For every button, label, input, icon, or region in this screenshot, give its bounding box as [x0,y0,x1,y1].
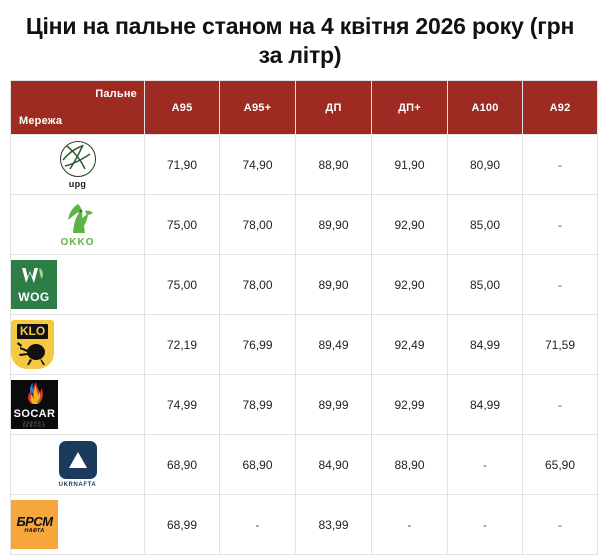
socar-logo-text: SOCAR [13,407,56,420]
cell-dpplus: 92,90 [371,194,448,256]
cell-dp: 89,99 [295,374,372,436]
cell-a100: 84,99 [447,314,523,376]
brand-cell-upg: upg [10,134,145,196]
okko-logo-text: OKKO [60,236,95,248]
table-row: БРСМ НАФТА 68,99 - 83,99 - - - [10,494,598,556]
header-network-label: Мережа [19,115,63,128]
cell-a100: - [447,434,523,496]
cell-a95plus: - [219,494,296,556]
column-header-dpplus: ДП+ [371,80,448,136]
griffin-icon [60,202,96,236]
cell-dp: 83,99 [295,494,372,556]
cell-a95: 68,90 [144,434,220,496]
cell-a95: 75,00 [144,194,220,256]
cell-a95plus: 68,90 [219,434,296,496]
okko-logo: OKKO [60,202,96,248]
klo-logo: KLO [11,320,54,370]
cell-dp: 84,90 [295,434,372,496]
socar-logo-subtitle: ENERGY SERVICE [22,420,47,429]
triangle-icon [58,441,97,480]
cell-dpplus: 88,90 [371,434,448,496]
cell-a95: 71,90 [144,134,220,196]
cell-dpplus: 92,90 [371,254,448,316]
fuel-price-table: Пальне Мережа A95 A95+ ДП ДП+ A100 A92 [10,80,598,556]
wog-w-icon [21,267,47,289]
table-header: Пальне Мережа A95 A95+ ДП ДП+ A100 A92 [10,80,598,136]
upg-logo-text: upg [68,178,87,189]
column-header-dp: ДП [295,80,372,136]
wog-logo-text: WOG [18,289,50,304]
cell-a92: - [522,494,598,556]
page-title: Ціни на пальне станом на 4 квітня 2026 р… [25,13,575,69]
brand-cell-klo: KLO [10,314,145,376]
table-row: OKKO 75,00 78,00 89,90 92,90 85,00 - [10,194,598,256]
column-header-a100: A100 [447,80,523,136]
cell-a95plus: 74,90 [219,134,296,196]
table-row: KLO [10,314,598,376]
ukrnafta-logo-text: UKRNAFTA [58,482,97,489]
upg-circle-icon [59,140,96,177]
cell-a100: 85,00 [447,254,523,316]
cell-a92: - [522,194,598,256]
cell-a92: - [522,134,598,196]
cell-a95: 75,00 [144,254,220,316]
cell-a92: - [522,374,598,436]
flame-icon [24,381,46,407]
brand-cell-socar: SOCAR ENERGY SERVICE [10,374,145,436]
cell-dpplus: - [371,494,448,556]
table-body: upg 71,90 74,90 88,90 91,90 80,90 - [10,134,598,556]
cell-dpplus: 92,49 [371,314,448,376]
brand-cell-ukrnafta: UKRNAFTA [10,434,145,496]
column-header-a95plus: A95+ [219,80,296,136]
cell-dp: 89,90 [295,254,372,316]
header-fuel-label: Пальне [95,88,137,101]
table-container: Пальне Мережа A95 A95+ ДП ДП+ A100 A92 [0,80,600,556]
cell-dp: 89,90 [295,194,372,256]
header-row: Пальне Мережа A95 A95+ ДП ДП+ A100 A92 [10,80,598,136]
column-header-a95: A95 [144,80,220,136]
klo-logo-text: KLO [19,324,46,339]
cell-a100: 84,99 [447,374,523,436]
table-row: WOG 75,00 78,00 89,90 92,90 85,00 - [10,254,598,316]
cell-dp: 89,49 [295,314,372,376]
brand-cell-okko: OKKO [10,194,145,256]
ukrnafta-logo: UKRNAFTA [58,441,97,489]
brand-cell-brsm: БРСМ НАФТА [10,494,145,556]
klo-wordmark-bar: KLO [16,324,49,340]
cell-a95: 68,99 [144,494,220,556]
cell-a100: 85,00 [447,194,523,256]
cell-a92: - [522,254,598,316]
socar-logo: SOCAR ENERGY SERVICE [11,380,58,430]
cell-a95plus: 78,00 [219,194,296,256]
cell-a95plus: 76,99 [219,314,296,376]
klo-beetle-icon [16,340,50,368]
cell-a95: 74,99 [144,374,220,436]
cell-dp: 88,90 [295,134,372,196]
cell-a95plus: 78,99 [219,374,296,436]
header-corner-cell: Пальне Мережа [10,80,145,136]
brsm-logo-text: БРСМ [16,514,53,530]
cell-a92: 71,59 [522,314,598,376]
cell-dpplus: 91,90 [371,134,448,196]
cell-a95: 72,19 [144,314,220,376]
brsm-logo: БРСМ НАФТА [11,500,58,550]
cell-a92: 65,90 [522,434,598,496]
table-row: UKRNAFTA 68,90 68,90 84,90 88,90 - 65,90 [10,434,598,496]
upg-logo: upg [59,140,96,189]
cell-a100: 80,90 [447,134,523,196]
wog-logo: WOG [11,260,57,310]
brsm-logo-subtitle: НАФТА [24,528,45,535]
cell-a100: - [447,494,523,556]
cell-dpplus: 92,99 [371,374,448,436]
brand-cell-wog: WOG [10,254,145,316]
column-header-a92: A92 [522,80,598,136]
cell-a95plus: 78,00 [219,254,296,316]
table-row: SOCAR ENERGY SERVICE 74,99 78,99 89,99 9… [10,374,598,436]
table-row: upg 71,90 74,90 88,90 91,90 80,90 - [10,134,598,196]
